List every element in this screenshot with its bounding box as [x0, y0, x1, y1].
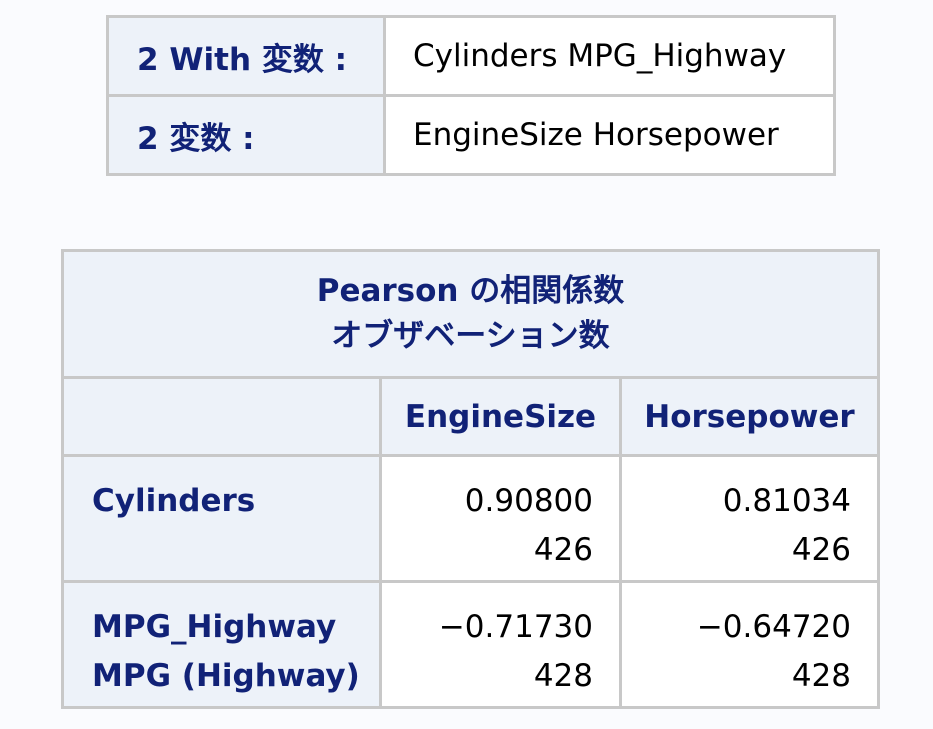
caption-title: Pearson の相関係数 [316, 273, 625, 309]
correlation-value: 0.81034 [722, 483, 851, 519]
correlation-value: −0.71730 [438, 609, 593, 645]
correlation-value: 0.90800 [464, 483, 593, 519]
with-variables-value: Cylinders MPG_Highway [383, 15, 836, 97]
row-header-cylinders: Cylinders [61, 454, 382, 583]
observation-count: 426 [533, 532, 593, 568]
observation-count: 428 [533, 658, 593, 694]
observation-count: 426 [791, 532, 851, 568]
correlation-value: −0.64720 [696, 609, 851, 645]
table-row: 2 変数 : EngineSize Horsepower [106, 94, 836, 176]
table-caption-row: Pearson の相関係数 オブザベーション数 [61, 249, 880, 379]
row-variable-name: Cylinders [92, 483, 256, 519]
variables-value: EngineSize Horsepower [383, 94, 836, 176]
column-header-enginesize: EngineSize [379, 376, 622, 457]
column-header-horsepower: Horsepower [619, 376, 880, 457]
pearson-correlation-table: Pearson の相関係数 オブザベーション数 EngineSize Horse… [61, 249, 880, 709]
table-row: Cylinders 0.90800 426 0.81034 426 [61, 454, 880, 583]
table-row: MPG_Highway MPG (Highway) −0.71730 428 −… [61, 580, 880, 709]
cell-mpg-highway-enginesize: −0.71730 428 [379, 580, 622, 709]
cell-cylinders-horsepower: 0.81034 426 [619, 454, 880, 583]
with-variables-label: 2 With 変数 : [106, 15, 386, 97]
row-variable-name: MPG_Highway [92, 609, 337, 645]
row-variable-label: MPG (Highway) [92, 658, 360, 694]
observation-count: 428 [791, 658, 851, 694]
table-caption: Pearson の相関係数 オブザベーション数 [61, 249, 880, 379]
variables-info-table: 2 With 変数 : Cylinders MPG_Highway 2 変数 :… [106, 15, 836, 176]
cell-cylinders-enginesize: 0.90800 426 [379, 454, 622, 583]
row-header-mpg-highway: MPG_Highway MPG (Highway) [61, 580, 382, 709]
variables-label: 2 変数 : [106, 94, 386, 176]
caption-subtitle: オブザベーション数 [331, 318, 610, 354]
column-header-row: EngineSize Horsepower [61, 376, 880, 457]
corner-cell [61, 376, 382, 457]
table-row: 2 With 変数 : Cylinders MPG_Highway [106, 15, 836, 97]
cell-mpg-highway-horsepower: −0.64720 428 [619, 580, 880, 709]
